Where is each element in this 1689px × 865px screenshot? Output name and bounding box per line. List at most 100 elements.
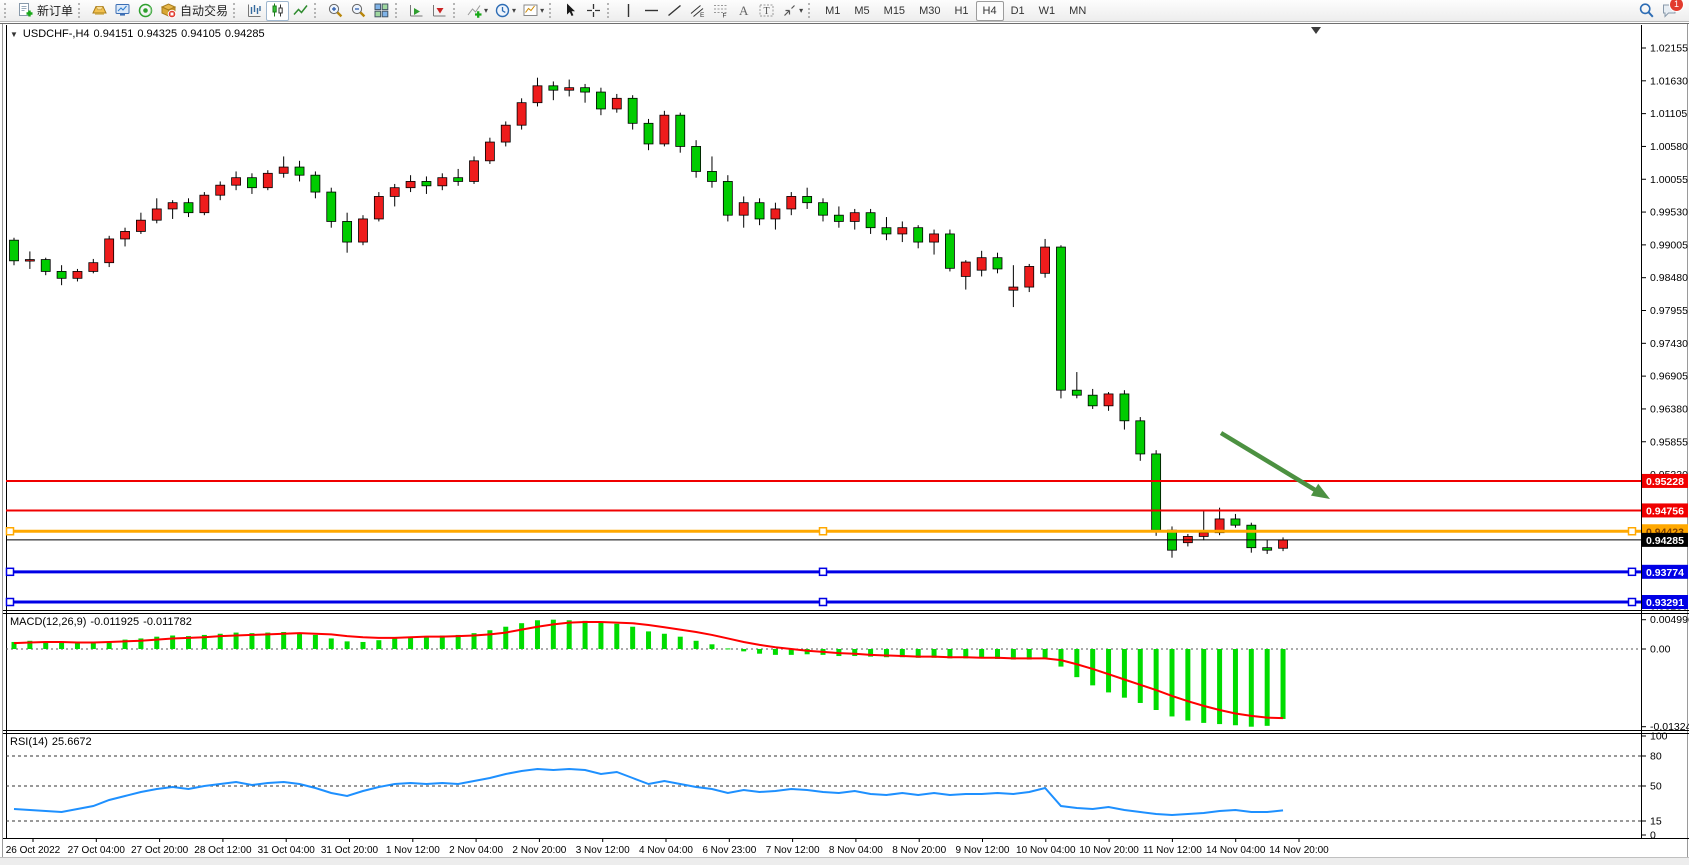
ohlc-high: 0.94325 [137, 28, 178, 40]
time-axis-label: 8 Nov 04:00 [829, 845, 883, 856]
macd-histogram-bar [439, 635, 445, 649]
macd-histogram-bar [709, 644, 715, 649]
periods-button[interactable]: ▾ [491, 1, 519, 21]
toolbar-grip [78, 3, 84, 18]
candle [231, 177, 241, 186]
price-line-label [1642, 473, 1688, 488]
signals-button[interactable] [134, 1, 157, 21]
market-watch-button[interactable] [111, 1, 134, 21]
zoom-out-button[interactable] [347, 1, 370, 21]
vertical-line-button[interactable] [617, 1, 640, 21]
templates-button[interactable]: ▾ [519, 1, 547, 21]
macd-histogram-bar [1280, 649, 1286, 719]
auto-scroll-icon [410, 5, 423, 17]
candlestick-chart-button[interactable] [266, 0, 290, 21]
metaeditor-button[interactable] [88, 1, 111, 21]
tab-timeframe-h1[interactable]: H1 [947, 1, 975, 21]
trendline-button[interactable] [663, 1, 686, 21]
channel-button[interactable]: E [686, 1, 709, 21]
macd-histogram-bar [1185, 649, 1191, 721]
macd-histogram-bar [138, 638, 144, 649]
macd-histogram-bar [74, 643, 80, 649]
macd-histogram-bar [1217, 649, 1223, 725]
horizontal-line-button[interactable] [640, 1, 663, 21]
macd-histogram-bar [646, 631, 652, 649]
indicators-button[interactable]: ▾ [463, 1, 491, 21]
line-handle[interactable] [5, 527, 15, 536]
line-handle[interactable] [818, 597, 828, 607]
candle [1119, 393, 1130, 422]
rsi-axis-label: 0 [1650, 830, 1656, 842]
zoom-in-button[interactable] [324, 1, 347, 21]
macd-signal-line [13, 621, 1284, 720]
cursor-button[interactable] [559, 1, 582, 21]
line-handle[interactable] [1627, 567, 1637, 577]
autotrade-button[interactable]: 自动交易 [157, 1, 231, 21]
arrows-button[interactable]: ▾ [778, 1, 806, 21]
line-chart-button[interactable] [289, 1, 312, 21]
macd-histogram-bar [741, 649, 747, 652]
auto-scroll-button[interactable] [405, 1, 428, 21]
line-handle[interactable] [818, 527, 828, 536]
line-handle[interactable] [1627, 527, 1637, 536]
text-button[interactable]: A [732, 1, 755, 21]
notifications-button[interactable]: 1 [1658, 0, 1684, 21]
chart-canvas[interactable]: 1.02155 1.01630 1.01105 1.00580 1.00055 0.995… [0, 22, 1689, 865]
price-line-label [1642, 564, 1688, 579]
macd-name: MACD(12,26,9) [10, 616, 87, 628]
line-handle[interactable] [1627, 597, 1637, 607]
tile-windows-icon [374, 3, 389, 18]
macd-histogram-bar [154, 636, 160, 649]
macd-histogram-bar [931, 649, 937, 658]
candle [72, 271, 83, 279]
macd-signal-value: -0.011782 [143, 616, 192, 628]
crosshair-button[interactable] [582, 1, 605, 21]
price-line-label-text: 0.93291 [1646, 597, 1684, 609]
tab-timeframe-m5[interactable]: M5 [847, 1, 876, 21]
search-button[interactable] [1635, 1, 1658, 21]
candle [1056, 246, 1066, 391]
new-order-button[interactable]: 新订单 [14, 1, 76, 21]
autotrade-label: 自动交易 [180, 4, 229, 18]
tab-timeframe-m30[interactable]: M30 [912, 1, 947, 21]
line-handle[interactable] [818, 567, 828, 577]
macd-histogram-bar [677, 636, 683, 649]
tab-timeframe-m15[interactable]: M15 [877, 1, 912, 21]
macd-histogram-bar [582, 620, 588, 649]
macd-histogram-bar [106, 641, 112, 649]
macd-histogram-bar [661, 633, 667, 649]
chart-shift-marker[interactable] [1311, 27, 1321, 34]
candle [818, 202, 828, 216]
candle [1278, 539, 1288, 549]
tab-timeframe-d1[interactable]: D1 [1004, 1, 1032, 21]
arrow-annotation[interactable] [1219, 431, 1321, 495]
tab-timeframe-h4[interactable]: H4 [975, 0, 1004, 21]
zoom-in-icon [328, 3, 343, 18]
bar-chart-button[interactable] [243, 1, 266, 21]
fibonacci-button[interactable]: F [709, 1, 732, 21]
macd-histogram-bar [249, 633, 255, 649]
candle [580, 87, 590, 93]
tile-windows-button[interactable] [370, 1, 393, 21]
tab-timeframe-m1[interactable]: M1 [818, 1, 847, 21]
price-axis-tick-label: 0.99005 [1650, 239, 1688, 251]
tab-timeframe-mn[interactable]: MN [1062, 1, 1093, 21]
candle [326, 191, 337, 222]
candle [1040, 246, 1050, 274]
price-axis-tick-label: 0.97430 [1650, 338, 1688, 350]
tab-timeframe-w1[interactable]: W1 [1032, 1, 1063, 21]
macd-histogram-bar [376, 640, 382, 649]
chevron-down-icon: ▼ [10, 30, 18, 39]
chart-shift-button[interactable] [428, 1, 451, 21]
time-axis-label: 7 Nov 12:00 [766, 845, 820, 856]
price-axis-tick-label: 0.99530 [1650, 207, 1688, 219]
line-handle[interactable] [5, 597, 15, 607]
line-handle[interactable] [5, 567, 15, 577]
rsi-value: 25.6672 [51, 736, 92, 748]
candle [342, 221, 353, 243]
time-axis-label: 14 Nov 04:00 [1206, 845, 1266, 856]
arrow-annotation-head[interactable] [1310, 483, 1330, 499]
candle [24, 259, 35, 262]
macd-histogram-bar [995, 649, 1001, 659]
text-label-button[interactable]: T [755, 1, 778, 21]
